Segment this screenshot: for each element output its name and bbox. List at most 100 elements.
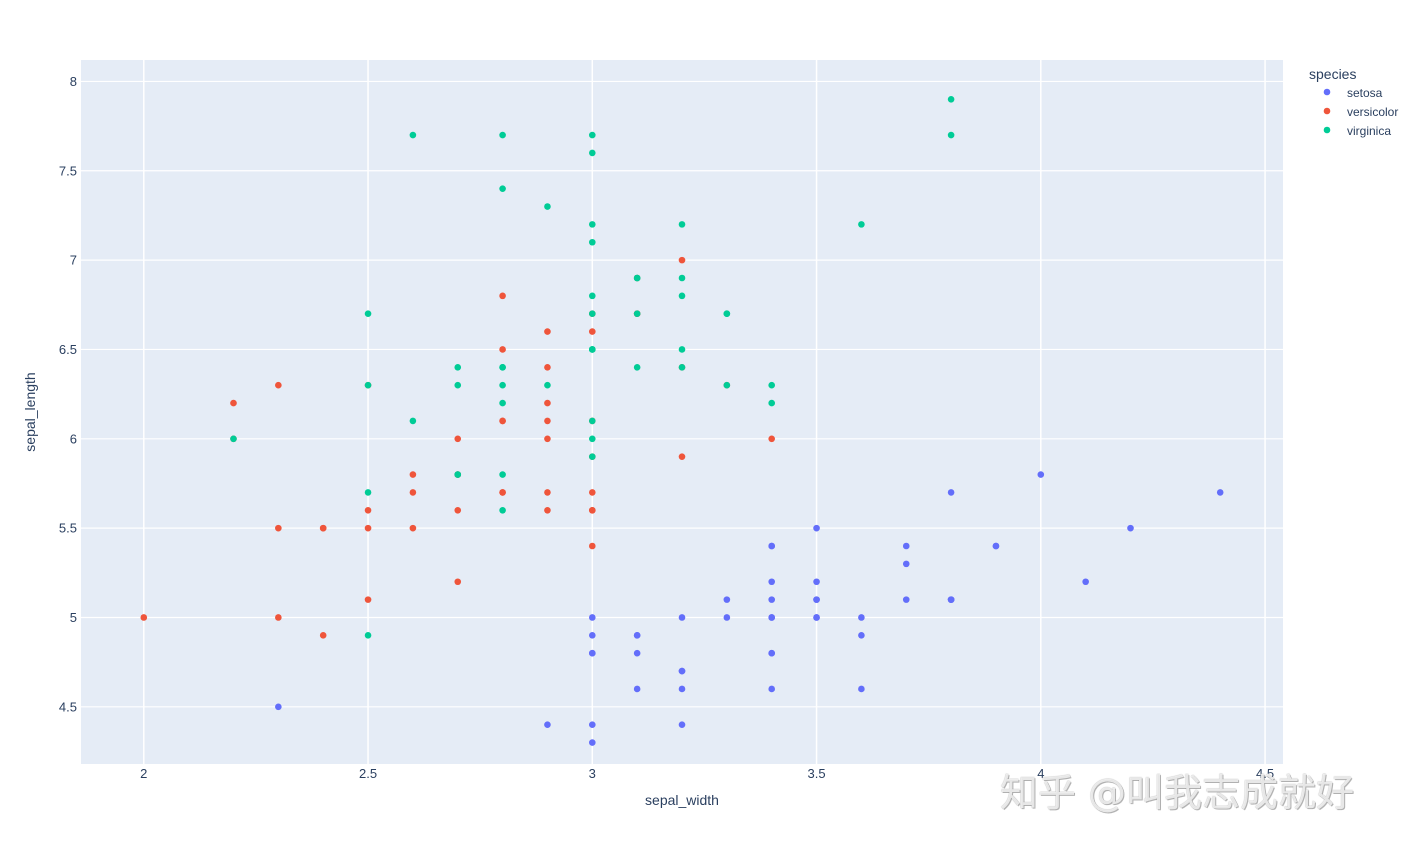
data-point-versicolor[interactable] — [544, 417, 551, 425]
data-point-setosa[interactable] — [588, 721, 596, 728]
data-point-setosa[interactable] — [723, 614, 731, 621]
data-point-virginica[interactable] — [678, 346, 686, 353]
data-point-setosa[interactable] — [768, 578, 776, 586]
legend[interactable]: species setosa versicolor virginica — [1309, 66, 1398, 138]
data-point-virginica[interactable] — [454, 381, 462, 389]
data-point-virginica[interactable] — [588, 417, 596, 425]
data-point-versicolor[interactable] — [319, 632, 327, 639]
data-point-versicolor[interactable] — [140, 614, 148, 621]
data-point-setosa[interactable] — [992, 542, 1000, 550]
data-point-versicolor[interactable] — [544, 506, 551, 514]
data-point-virginica[interactable] — [588, 221, 596, 228]
data-point-versicolor[interactable] — [768, 435, 776, 443]
data-point-setosa[interactable] — [588, 739, 596, 746]
data-point-versicolor[interactable] — [275, 381, 282, 389]
data-point-versicolor[interactable] — [364, 524, 372, 532]
data-point-virginica[interactable] — [230, 435, 237, 443]
data-point-virginica[interactable] — [588, 310, 596, 318]
data-point-virginica[interactable] — [364, 632, 372, 639]
legend-item-setosa[interactable]: setosa — [1323, 86, 1383, 100]
data-point-versicolor[interactable] — [588, 542, 596, 550]
data-point-virginica[interactable] — [499, 381, 506, 389]
data-point-setosa[interactable] — [902, 560, 910, 568]
data-point-versicolor[interactable] — [588, 328, 596, 335]
data-point-versicolor[interactable] — [544, 489, 551, 496]
data-point-setosa[interactable] — [858, 632, 865, 639]
data-point-versicolor[interactable] — [409, 489, 417, 496]
data-point-virginica[interactable] — [588, 131, 596, 139]
data-point-versicolor[interactable] — [454, 578, 462, 586]
data-point-setosa[interactable] — [813, 614, 820, 621]
data-point-setosa[interactable] — [633, 649, 641, 657]
data-point-setosa[interactable] — [1037, 471, 1045, 478]
data-point-versicolor[interactable] — [499, 346, 506, 353]
data-point-virginica[interactable] — [633, 310, 641, 318]
data-point-setosa[interactable] — [768, 614, 776, 621]
data-point-versicolor[interactable] — [678, 256, 686, 264]
data-point-setosa[interactable] — [588, 649, 596, 657]
legend-item-versicolor[interactable]: versicolor — [1323, 105, 1399, 119]
data-point-setosa[interactable] — [813, 596, 820, 603]
data-point-setosa[interactable] — [902, 542, 910, 550]
data-point-virginica[interactable] — [633, 274, 641, 282]
data-point-setosa[interactable] — [275, 703, 282, 711]
data-point-setosa[interactable] — [947, 489, 955, 496]
data-point-setosa[interactable] — [678, 614, 686, 621]
data-point-versicolor[interactable] — [678, 453, 686, 460]
data-point-virginica[interactable] — [588, 238, 596, 246]
data-point-virginica[interactable] — [544, 203, 551, 210]
data-point-versicolor[interactable] — [499, 292, 506, 300]
data-point-versicolor[interactable] — [319, 524, 327, 532]
data-point-virginica[interactable] — [723, 310, 731, 318]
data-point-setosa[interactable] — [768, 596, 776, 603]
data-point-virginica[interactable] — [499, 364, 506, 371]
data-point-setosa[interactable] — [723, 596, 731, 603]
data-point-virginica[interactable] — [499, 506, 506, 514]
data-point-setosa[interactable] — [1216, 489, 1224, 496]
legend-item-virginica[interactable]: virginica — [1323, 124, 1392, 138]
data-point-virginica[interactable] — [544, 381, 551, 389]
data-point-versicolor[interactable] — [230, 399, 237, 407]
data-point-setosa[interactable] — [678, 685, 686, 693]
data-point-virginica[interactable] — [364, 489, 372, 496]
data-point-versicolor[interactable] — [544, 399, 551, 407]
data-point-setosa[interactable] — [813, 524, 820, 532]
data-point-versicolor[interactable] — [364, 506, 372, 514]
data-point-versicolor[interactable] — [544, 328, 551, 335]
data-point-versicolor[interactable] — [544, 364, 551, 371]
data-point-virginica[interactable] — [947, 131, 955, 139]
data-point-versicolor[interactable] — [499, 417, 506, 425]
data-point-versicolor[interactable] — [544, 435, 551, 443]
data-point-virginica[interactable] — [499, 185, 506, 192]
data-point-virginica[interactable] — [499, 399, 506, 407]
data-point-virginica[interactable] — [678, 221, 686, 228]
data-point-virginica[interactable] — [364, 381, 372, 389]
data-point-versicolor[interactable] — [454, 435, 462, 443]
data-point-virginica[interactable] — [454, 471, 462, 478]
data-point-setosa[interactable] — [678, 667, 686, 675]
data-point-setosa[interactable] — [1082, 578, 1089, 586]
data-point-virginica[interactable] — [678, 274, 686, 282]
data-point-setosa[interactable] — [544, 721, 551, 728]
data-point-setosa[interactable] — [902, 596, 910, 603]
data-point-versicolor[interactable] — [499, 489, 506, 496]
data-point-virginica[interactable] — [499, 471, 506, 478]
data-point-setosa[interactable] — [768, 542, 776, 550]
data-point-virginica[interactable] — [858, 221, 865, 228]
data-point-virginica[interactable] — [499, 131, 506, 139]
data-point-virginica[interactable] — [768, 381, 776, 389]
data-point-versicolor[interactable] — [588, 506, 596, 514]
data-point-setosa[interactable] — [633, 685, 641, 693]
data-point-virginica[interactable] — [588, 435, 596, 443]
data-point-virginica[interactable] — [588, 149, 596, 157]
data-point-versicolor[interactable] — [409, 524, 417, 532]
data-point-virginica[interactable] — [678, 364, 686, 371]
data-point-versicolor[interactable] — [275, 524, 282, 532]
data-point-virginica[interactable] — [633, 364, 641, 371]
data-point-virginica[interactable] — [364, 310, 372, 318]
data-point-versicolor[interactable] — [364, 596, 372, 603]
data-point-setosa[interactable] — [588, 632, 596, 639]
data-point-virginica[interactable] — [723, 381, 731, 389]
data-point-setosa[interactable] — [678, 721, 686, 728]
data-point-setosa[interactable] — [768, 649, 776, 657]
